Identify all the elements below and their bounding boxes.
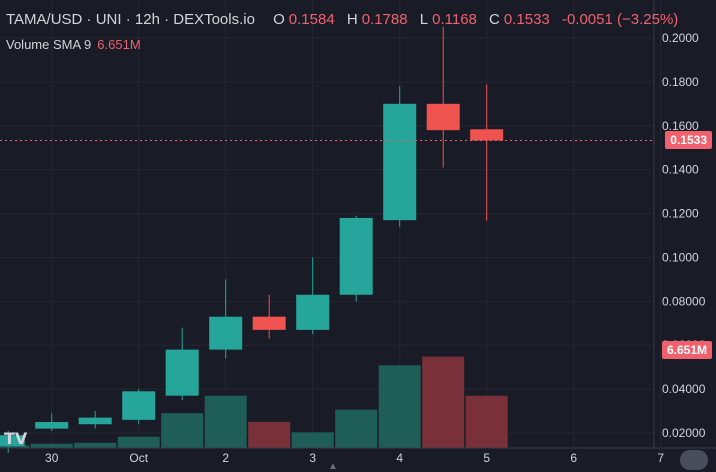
volume-sma-value: 6.651M bbox=[97, 37, 141, 52]
change-value: -0.0051 (−3.25%) bbox=[561, 11, 679, 28]
volume-sma-badge: 6.651M bbox=[661, 340, 712, 359]
price-tick-label: 0.2000 bbox=[662, 31, 699, 45]
symbol-title[interactable]: TAMA/USD · UNI · 12h · DEXTools.io bbox=[6, 11, 255, 28]
volume-bar bbox=[204, 395, 247, 448]
time-tick-label: Oct bbox=[129, 451, 148, 465]
price-tick-label: 0.02000 bbox=[662, 426, 706, 440]
close-label: C bbox=[489, 11, 500, 28]
candle-body[interactable] bbox=[165, 349, 199, 396]
open-label: O bbox=[273, 11, 285, 28]
volume-bar bbox=[161, 413, 204, 448]
candle-body[interactable] bbox=[78, 417, 112, 425]
price-tick-label: 0.1400 bbox=[662, 163, 699, 177]
volume-bar bbox=[30, 443, 73, 448]
volume-legend[interactable]: Volume SMA 9 6.651M bbox=[6, 37, 141, 52]
price-tick-label: 0.1800 bbox=[662, 75, 699, 89]
volume-bar bbox=[335, 409, 378, 448]
candle-body[interactable] bbox=[470, 129, 504, 141]
time-tick-label: 5 bbox=[483, 451, 490, 465]
candle-body[interactable] bbox=[252, 316, 286, 330]
time-tick-label: 4 bbox=[396, 451, 403, 465]
price-tick-label: 0.1000 bbox=[662, 250, 699, 264]
candle-body[interactable] bbox=[296, 294, 330, 330]
low-value: 0.1168 bbox=[432, 11, 477, 28]
current-price-badge: 0.1533 bbox=[665, 131, 712, 150]
price-tick-label: 0.04000 bbox=[662, 382, 706, 396]
volume-bar bbox=[291, 432, 334, 448]
volume-bar bbox=[422, 356, 465, 448]
time-tick-label: 6 bbox=[570, 451, 577, 465]
volume-bar bbox=[465, 395, 508, 448]
candle-body[interactable] bbox=[0, 435, 25, 447]
chat-bubble-icon[interactable] bbox=[680, 450, 708, 470]
low-label: L bbox=[419, 11, 429, 28]
scroll-chevron-icon[interactable]: ▲ bbox=[328, 461, 338, 472]
tradingview-logo[interactable]: TV bbox=[4, 429, 28, 448]
volume-bar bbox=[0, 445, 30, 448]
high-value: 0.1788 bbox=[361, 11, 408, 28]
volume-bar bbox=[117, 436, 160, 448]
volume-sma-label: Volume SMA 9 bbox=[6, 37, 92, 52]
candle-body[interactable] bbox=[383, 103, 417, 221]
high-label: H bbox=[346, 11, 358, 28]
volume-bar bbox=[74, 442, 117, 448]
candle-body[interactable] bbox=[339, 217, 373, 295]
candle-body[interactable] bbox=[122, 391, 156, 420]
time-tick-label: 7 bbox=[657, 451, 664, 465]
ohlc-legend: TAMA/USD · UNI · 12h · DEXTools.io O 0.15… bbox=[6, 11, 682, 28]
time-tick-label: 30 bbox=[45, 451, 59, 465]
open-value: 0.1584 bbox=[288, 11, 335, 28]
price-tick-label: 0.1200 bbox=[662, 207, 699, 221]
candle-body[interactable] bbox=[209, 316, 243, 350]
close-value: 0.1533 bbox=[503, 11, 550, 28]
price-tick-label: 0.1600 bbox=[662, 119, 699, 133]
volume-bar bbox=[378, 365, 421, 448]
candle-body[interactable] bbox=[426, 103, 460, 131]
candle-body[interactable] bbox=[35, 422, 69, 429]
volume-bar bbox=[248, 421, 291, 448]
time-tick-label: 2 bbox=[222, 451, 229, 465]
price-tick-label: 0.08000 bbox=[662, 294, 706, 308]
time-tick-label: 3 bbox=[309, 451, 316, 465]
